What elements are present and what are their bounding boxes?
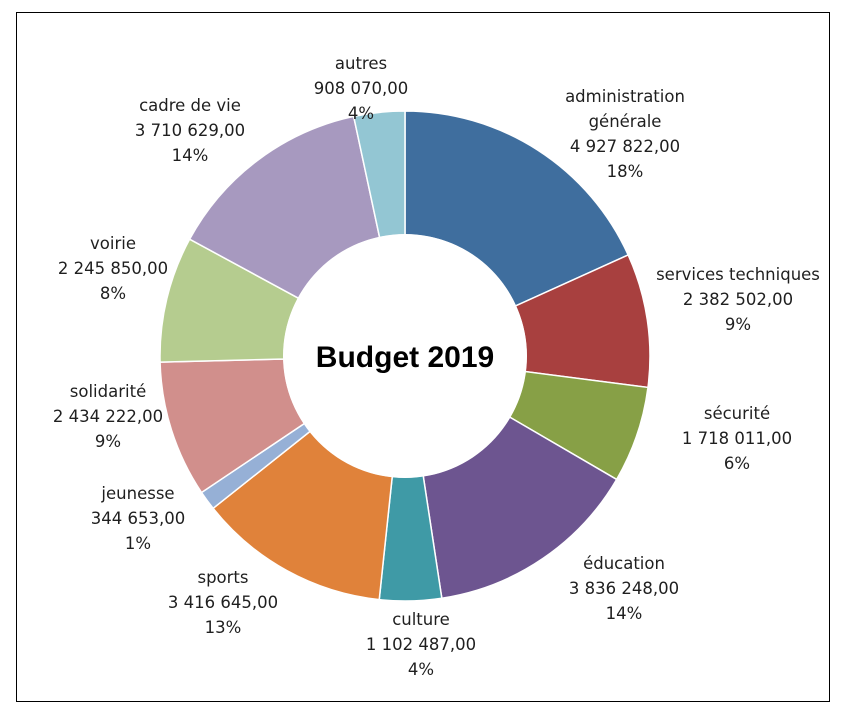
slice-9-label-line: cadre de vie <box>139 96 241 115</box>
slice-0-value: 4 927 822,00 <box>570 137 680 156</box>
slice-1-label-line: services techniques <box>656 265 820 284</box>
slice-5-label-line: sports <box>197 568 248 587</box>
slice-3-value: 3 836 248,00 <box>569 579 679 598</box>
slice-2-percent: 6% <box>724 454 750 473</box>
slice-10-label-line: autres <box>335 54 387 73</box>
donut-slices <box>159 110 651 602</box>
slice-0-label-line: administration <box>565 87 685 106</box>
slice-8-label-line: voirie <box>90 234 136 253</box>
slice-4-percent: 4% <box>408 660 434 679</box>
slice-5-percent: 13% <box>205 618 242 637</box>
slice-2-label-line: sécurité <box>704 404 770 423</box>
slice-7-percent: 9% <box>95 432 121 451</box>
slice-7-label-line: solidarité <box>70 382 146 401</box>
slice-9-percent: 14% <box>172 146 209 165</box>
slice-1-value: 2 382 502,00 <box>683 290 793 309</box>
slice-4-label-line: culture <box>392 610 450 629</box>
slice-8-value: 2 245 850,00 <box>58 259 168 278</box>
slice-5-value: 3 416 645,00 <box>168 593 278 612</box>
slice-3-label-line: éducation <box>583 554 665 573</box>
slice-7-value: 2 434 222,00 <box>53 407 163 426</box>
slice-2-value: 1 718 011,00 <box>682 429 792 448</box>
donut-hole <box>283 234 527 478</box>
slice-0-percent: 18% <box>607 162 644 181</box>
slice-10-value: 908 070,00 <box>314 79 408 98</box>
slice-1-percent: 9% <box>725 315 751 334</box>
slice-labels: administration générale 4 927 822,00 18% ser… <box>53 54 820 679</box>
slice-9-value: 3 710 629,00 <box>135 121 245 140</box>
slice-3-percent: 14% <box>606 604 643 623</box>
slice-4-value: 1 102 487,00 <box>366 635 476 654</box>
donut-chart: Budget 2019 administration générale 4 927 … <box>53 54 820 679</box>
center-title: Budget 2019 <box>316 341 494 374</box>
slice-8-percent: 8% <box>100 284 126 303</box>
slice-10-percent: 4% <box>348 104 374 123</box>
slice-6-percent: 1% <box>125 534 151 553</box>
slice-6-value: 344 653,00 <box>91 509 185 528</box>
slice-6-label-line: jeunesse <box>100 484 174 503</box>
slice-0-label-line: générale <box>589 112 662 131</box>
